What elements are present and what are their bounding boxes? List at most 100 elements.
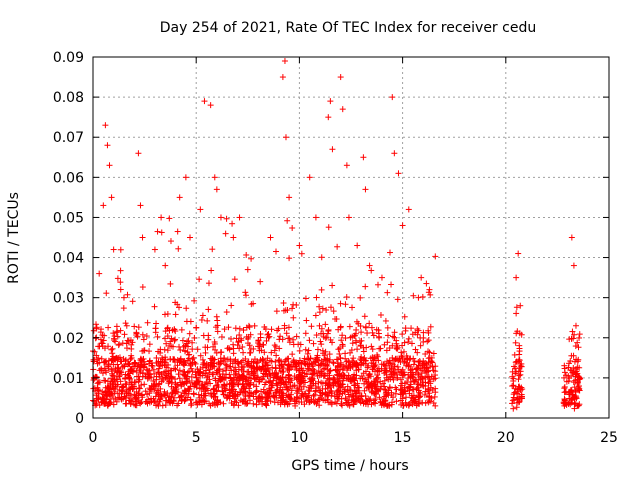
data-point (155, 358, 162, 365)
data-point (369, 385, 376, 392)
data-point (135, 396, 142, 403)
data-point (274, 382, 281, 389)
data-point (98, 355, 105, 362)
data-point (161, 311, 168, 318)
data-point (235, 338, 242, 345)
data-point (105, 324, 112, 331)
data-point (404, 356, 411, 363)
data-point (314, 352, 321, 359)
data-point (334, 243, 341, 250)
data-point (144, 319, 151, 326)
data-point (415, 370, 422, 377)
data-point (405, 206, 412, 213)
data-point (214, 401, 221, 408)
data-point (206, 366, 213, 373)
data-point (143, 333, 150, 340)
data-point (576, 375, 583, 382)
data-point (214, 328, 221, 335)
data-point (312, 356, 319, 363)
data-point (290, 336, 297, 343)
data-point (103, 369, 110, 376)
data-point (260, 366, 267, 373)
data-point (354, 346, 361, 353)
data-point (576, 364, 583, 371)
data-point (326, 351, 333, 358)
data-point (106, 162, 113, 169)
axis-ticks (92, 56, 610, 419)
data-point (560, 400, 567, 407)
data-point (401, 313, 408, 320)
data-point (310, 397, 317, 404)
data-point (399, 342, 406, 349)
data-point (118, 387, 125, 394)
data-point (394, 296, 401, 303)
data-point (351, 371, 358, 378)
data-point (387, 249, 394, 256)
data-point (262, 379, 269, 386)
data-point (277, 333, 284, 340)
data-point (241, 388, 248, 395)
data-point (112, 365, 119, 372)
data-point (336, 382, 343, 389)
data-point (304, 350, 311, 357)
data-point (165, 380, 172, 387)
data-point (291, 373, 298, 380)
data-point (282, 381, 289, 388)
data-point (576, 331, 583, 338)
data-point (113, 398, 120, 405)
data-point (347, 387, 354, 394)
data-point (231, 276, 238, 283)
data-point (339, 332, 346, 339)
data-point (222, 230, 229, 237)
data-point (427, 323, 434, 330)
data-point (282, 358, 289, 365)
data-point (191, 381, 198, 388)
data-point (393, 337, 400, 344)
data-point (288, 387, 295, 394)
data-point (561, 374, 568, 381)
data-point (389, 94, 396, 101)
data-point (114, 328, 121, 335)
data-point (388, 401, 395, 408)
data-point (93, 324, 100, 331)
data-point (284, 217, 291, 224)
data-point (211, 174, 218, 181)
data-point (366, 370, 373, 377)
data-point (139, 331, 146, 338)
data-point (240, 396, 247, 403)
data-point (296, 381, 303, 388)
data-point (412, 398, 419, 405)
data-point (247, 349, 254, 356)
data-point (312, 312, 319, 319)
data-point (397, 359, 404, 366)
data-point (371, 381, 378, 388)
data-point (123, 394, 130, 401)
y-tick-label: 0.05 (53, 210, 84, 226)
data-point (228, 302, 235, 309)
data-point (187, 234, 194, 241)
data-point (279, 375, 286, 382)
data-point (119, 363, 126, 370)
data-point (94, 360, 101, 367)
data-point (358, 337, 365, 344)
data-point (101, 377, 108, 384)
data-point (368, 267, 375, 274)
data-point (516, 383, 523, 390)
data-point (316, 309, 323, 316)
data-point (255, 337, 262, 344)
data-point (350, 355, 357, 362)
data-point (152, 325, 159, 332)
data-point (273, 352, 280, 359)
data-point (99, 388, 106, 395)
data-point (319, 305, 326, 312)
data-point (391, 329, 398, 336)
data-point (244, 359, 251, 366)
data-point (317, 338, 324, 345)
data-point (357, 342, 364, 349)
data-point (250, 400, 257, 407)
data-point (384, 332, 391, 339)
data-point (209, 355, 216, 362)
data-point (183, 318, 190, 325)
data-point (342, 350, 349, 357)
data-point (135, 150, 142, 157)
